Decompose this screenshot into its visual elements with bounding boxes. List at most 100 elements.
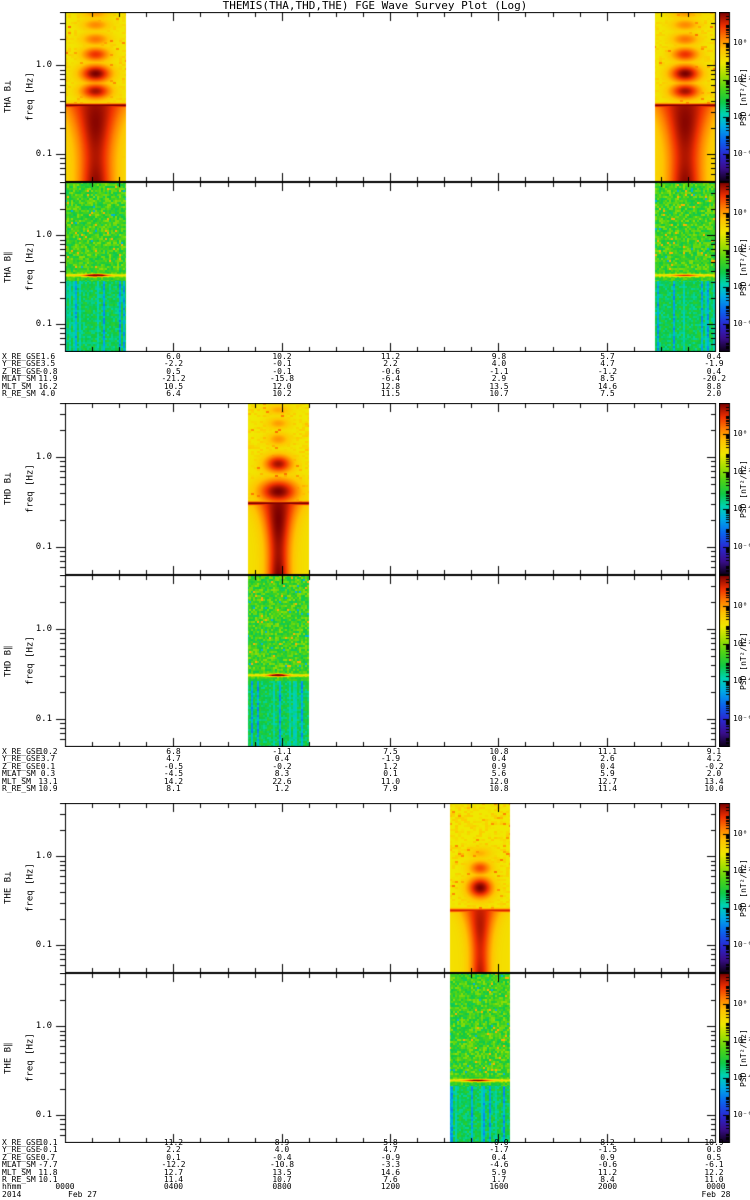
psd-axis-label: PSD [nT²/Hz]	[739, 460, 748, 518]
freq-tick-label: 1.0	[35, 851, 52, 862]
ephemeris-value: -1.1	[489, 366, 509, 376]
ephemeris-value: 1.2	[274, 784, 290, 793]
panel-the-bpar: THE B∥ freq [Hz] 1.0 0.1 10⁰ 10⁻² 10⁻⁴ 10⁻⁶ PSD …	[0, 973, 750, 1143]
colorbar-tick-label: 10⁻⁴	[733, 504, 750, 514]
psd-axis-label: PSD [nT²/Hz]	[739, 1029, 748, 1087]
ephemeris-value: -0.6	[597, 1160, 618, 1170]
ephemeris-value: -0.2	[704, 761, 724, 771]
ephemeris-value: -4.6	[489, 1160, 509, 1170]
ephemeris-value: 4.7	[166, 754, 181, 764]
panel-label-thd-bperp: THD B⊥	[3, 472, 14, 506]
ephemeris-value: 11.2	[380, 352, 401, 361]
ephemeris-value: 6.8	[166, 747, 181, 756]
ephemeris-value: 5.7	[600, 352, 615, 361]
ephemeris-value: -0.9	[380, 1152, 401, 1162]
ephemeris-value: 2.2	[166, 1145, 181, 1155]
ephemeris-value: -1.7	[489, 1145, 509, 1155]
ephemeris-row-label: X_RE_GSE	[2, 747, 41, 756]
psd-axis-label: PSD [nT²/Hz]	[739, 859, 748, 917]
ephemeris-row-label: Z_RE_GSE	[2, 1152, 41, 1162]
colorbar-tick-label: 10⁻⁴	[733, 903, 750, 913]
ephemeris-value: -1.9	[380, 754, 401, 764]
ephemeris-row: Z_RE_GSE -0.8 0.5 -0.1 -0.6 -1.1 -1.2 0.4	[0, 366, 750, 376]
ephemeris-value: 2.0	[706, 389, 722, 398]
ephemeris-value: 6.0	[166, 352, 181, 361]
year-label: 2014	[2, 1189, 22, 1199]
ephemeris-row-label: X_RE_GSE	[2, 352, 41, 361]
end-date-label: Feb 28	[701, 1189, 731, 1199]
ephemeris-value: 1.2	[383, 761, 398, 771]
ephemeris-value: 13.5	[489, 381, 509, 391]
panel-tha-bpar: THA B∥ freq [Hz] 1.0 0.1 10⁰ 10⁻² 10⁻⁴ 10⁻⁶ PSD …	[0, 182, 750, 352]
ephemeris-row: MLT_SM 11.8 12.7 13.5 14.6 5.9 11.2 12.2	[0, 1167, 750, 1177]
time-tick-label: 1200	[380, 1182, 401, 1192]
freq-tick-label: 0.1	[35, 940, 52, 951]
ephemeris-value: 13.4	[704, 776, 724, 786]
panel-label-tha-bperp: THA B⊥	[3, 80, 14, 114]
ephemeris-value: 4.0	[40, 389, 56, 398]
ephemeris-row-label: MLAT_SM	[2, 374, 36, 384]
ephemeris-row-label: Y_RE_GSE	[2, 754, 41, 764]
ephemeris-value: 10.2	[38, 747, 58, 756]
ephemeris-value: 7.9	[383, 784, 398, 793]
ephemeris-value: -0.4	[272, 1152, 292, 1162]
ephemeris-value: 8.2	[600, 1138, 615, 1147]
ephemeris-row: X_RE_GSE 10.2 6.8 -1.1 7.5 10.8 11.1 9.1	[0, 748, 750, 756]
ephemeris-value: -10.8	[269, 1160, 295, 1170]
ephemeris-value: 13.5	[272, 1167, 292, 1177]
ephemeris-value: 1.7	[491, 1175, 507, 1184]
ephemeris-value: -1.1	[272, 747, 292, 756]
freq-tick-label: 0.1	[35, 319, 52, 330]
ephemeris-row-label: Z_RE_GSE	[2, 366, 41, 376]
ephemeris-value: 7.5	[600, 389, 615, 398]
time-tick-label: 0000	[55, 1182, 75, 1192]
ephemeris-value: 11.0	[380, 776, 401, 786]
ephemeris-value: 1.6	[40, 352, 56, 361]
panel-tha-bperp: THA B⊥ freq [Hz] 1.0 0.1 10⁰ 10⁻² 10⁻⁴ 10⁻⁶ PSD …	[0, 12, 750, 182]
ephemeris-value: 10.9	[38, 784, 58, 793]
ephemeris-row: Y_RE_GSE 3.5 -2.2 -0.1 2.2 4.0 4.7 -1.9	[0, 360, 750, 368]
freq-tick-label: 0.1	[35, 713, 52, 724]
ephemeris-value: 0.4	[706, 352, 722, 361]
ephemeris-row-label: MLAT_SM	[2, 769, 36, 779]
colorbar-tick-label: 10⁻²	[733, 75, 750, 84]
ephemeris-value: -0.6	[380, 366, 401, 376]
ephemeris-value: -1.2	[597, 366, 618, 376]
ephemeris-value: 0.4	[491, 754, 507, 764]
ephemeris-value: -6.1	[704, 1160, 724, 1170]
ephemeris-value: -21.2	[161, 374, 186, 384]
panel-the-bperp: THE B⊥ freq [Hz] 1.0 0.1 10⁰ 10⁻² 10⁻⁴ 10⁻⁶ PSD …	[0, 803, 750, 973]
ephemeris-value: 11.2	[597, 1167, 618, 1177]
ephemeris-row-label: MLT_SM	[2, 381, 31, 391]
psd-axis-label: PSD [nT²/Hz]	[739, 632, 748, 690]
panel-thd-bpar: THD B∥ freq [Hz] 1.0 0.1 10⁰ 10⁻² 10⁻⁴ 10⁻⁶ PSD …	[0, 575, 750, 747]
ephemeris-value: -0.1	[272, 366, 292, 376]
ephemeris-THE: X_RE_GSE 10.1 11.2 8.9 5.8 -0.0 8.2 10.9 Y_RE_GS…	[0, 1139, 750, 1200]
time-axis-row: hhmm 0000 0400 0800 1200 1600 2000 0000	[0, 1183, 750, 1191]
ephemeris-value: -0.0	[489, 1138, 509, 1147]
colorbar-tick-label: 10⁰	[733, 429, 748, 439]
ephemeris-row: X_RE_GSE 1.6 6.0 10.2 11.2 9.8 5.7 0.4	[0, 353, 750, 361]
ephemeris-value: 10.1	[38, 1175, 58, 1184]
start-date-label: Feb 27	[68, 1189, 97, 1199]
ephemeris-value: 11.5	[380, 389, 401, 398]
psd-axis-label: PSD [nT²/Hz]	[739, 238, 748, 296]
spectrogram-tha-bperp	[55, 12, 717, 182]
colorbar-tick-label: 10⁻⁶	[733, 1110, 750, 1120]
time-tick-label: 1600	[489, 1182, 509, 1192]
colorbar-tick-label: 10⁻⁶	[733, 713, 750, 723]
ephemeris-value: 9.1	[706, 747, 722, 756]
colorbar-tick-label: 10⁻²	[733, 245, 750, 254]
colorbar-thd-bperp	[719, 403, 735, 575]
ephemeris-value: 5.9	[600, 769, 615, 779]
ephemeris-value: 4.0	[274, 1145, 290, 1155]
ephemeris-value: 11.8	[38, 1167, 58, 1177]
ephemeris-value: 2.9	[491, 374, 507, 384]
ephemeris-row-label: MLT_SM	[2, 776, 31, 786]
ephemeris-value: 10.7	[272, 1175, 292, 1184]
ephemeris-value: 3.5	[40, 359, 56, 369]
ephemeris-value: 16.2	[38, 381, 58, 391]
colorbar-tick-label: 10⁰	[733, 207, 748, 217]
ephemeris-value: 12.8	[380, 381, 401, 391]
colorbar-thd-bpar	[719, 575, 735, 747]
